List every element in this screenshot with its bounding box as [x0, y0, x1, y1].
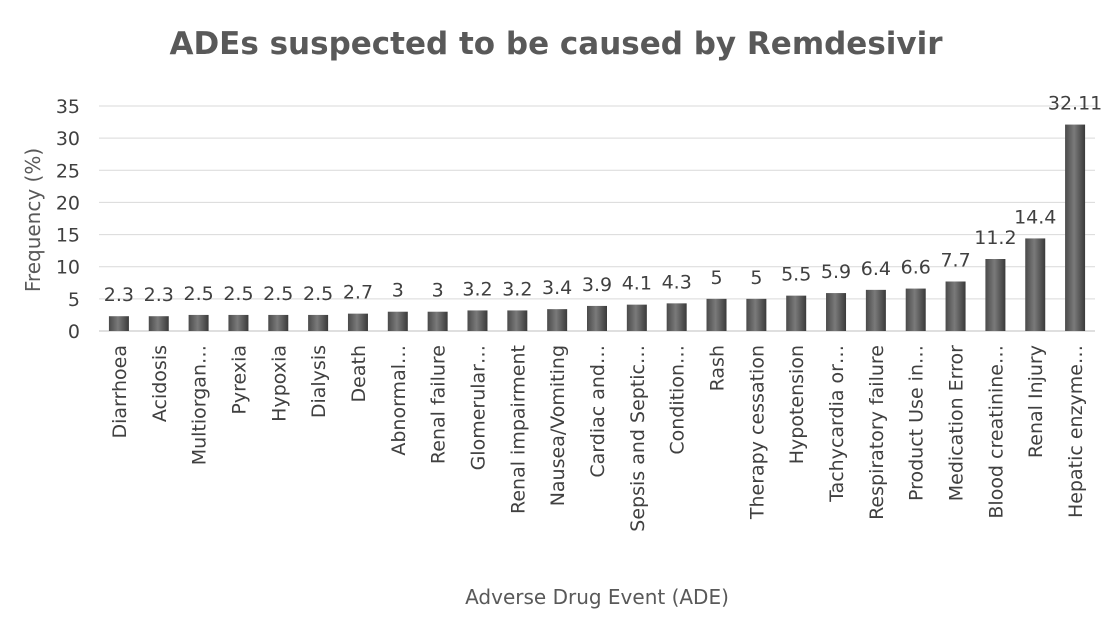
category-label: Pyrexia: [228, 345, 250, 415]
y-tick-label: 0: [68, 321, 80, 343]
data-label: 3.2: [502, 278, 532, 300]
bar: [826, 293, 847, 331]
data-label: 3: [432, 280, 444, 302]
category-label: Abnormal…: [388, 345, 410, 456]
data-label: 2.5: [263, 283, 293, 305]
category-label: Hypotension: [786, 345, 808, 464]
data-label: 6.4: [861, 258, 891, 280]
data-label: 3.9: [582, 274, 612, 296]
bar: [228, 314, 249, 331]
bar: [905, 288, 926, 331]
category-label: Medication Error: [946, 345, 968, 501]
bar: [427, 311, 448, 331]
data-label: 2.5: [303, 283, 333, 305]
y-tick-label: 20: [56, 192, 80, 214]
bar: [308, 314, 329, 331]
category-label: Blood creatinine…: [985, 345, 1007, 519]
x-axis-title: Adverse Drug Event (ADE): [465, 585, 729, 609]
bar: [148, 316, 169, 331]
category-label: Multiorgan…: [189, 345, 211, 465]
category-label: Hypoxia: [268, 345, 290, 422]
y-tick-label: 10: [56, 257, 80, 279]
category-label: Diarrhoea: [109, 345, 131, 439]
category-label: Nausea/Vomiting: [547, 345, 569, 506]
data-label: 5: [750, 267, 762, 289]
y-axis-ticks: 0 5 10 15 20 25 30 35: [56, 96, 80, 343]
bar: [268, 314, 289, 331]
data-labels: 2.3 2.3 2.5 2.5 2.5 2.5 2.7 3 3 3.2 3.2 3.4 3.9 4.1 4.…: [104, 93, 1102, 307]
category-label: Renal impairment: [507, 345, 529, 514]
y-tick-label: 5: [68, 289, 80, 311]
data-label: 2.5: [183, 283, 213, 305]
bar: [746, 298, 767, 331]
bar: [547, 309, 568, 331]
bar: [587, 305, 607, 331]
data-label: 5: [710, 267, 722, 289]
category-label: Acidosis: [149, 345, 171, 422]
category-label: Sepsis and Septic…: [627, 345, 649, 532]
data-label: 2.3: [104, 284, 134, 306]
y-tick-label: 35: [56, 96, 80, 118]
bar: [945, 281, 966, 331]
bar: [666, 303, 687, 331]
category-label: Cardiac and…: [587, 345, 609, 478]
data-label: 5.9: [821, 261, 851, 283]
bar: [507, 310, 528, 331]
bar: [865, 289, 886, 331]
category-label: Dialysis: [308, 345, 330, 418]
data-label: 5.5: [781, 264, 811, 286]
data-label: 6.6: [901, 257, 931, 279]
bars: [108, 124, 1086, 331]
category-label: Tachycardia or…: [826, 345, 848, 503]
bar: [1025, 238, 1046, 331]
y-tick-label: 25: [56, 160, 80, 182]
category-label: Hepatic enzyme…: [1065, 345, 1087, 518]
data-label: 3.2: [462, 278, 492, 300]
bar: [347, 313, 368, 331]
bar: [188, 314, 209, 331]
y-tick-label: 15: [56, 225, 80, 247]
category-label: Rash: [707, 345, 729, 391]
category-label: Glomerular…: [467, 345, 489, 470]
bar: [1065, 124, 1086, 331]
category-label: Death: [348, 345, 370, 402]
data-label: 2.5: [223, 283, 253, 305]
category-label: Renal Injury: [1025, 345, 1047, 458]
category-label: Product Use in…: [906, 345, 928, 501]
data-label: 4.3: [662, 271, 692, 293]
bar: [108, 316, 129, 331]
bar: [985, 259, 1006, 331]
category-label: Condition…: [667, 345, 689, 455]
data-label: 14.4: [1014, 206, 1056, 228]
bar: [387, 311, 408, 331]
bar: [626, 304, 647, 331]
x-axis-categories: Diarrhoea Acidosis Multiorgan… Pyrexia Hypox…: [109, 345, 1087, 532]
y-axis-title: Frequency (%): [21, 148, 45, 292]
data-label: 11.2: [974, 227, 1016, 249]
data-label: 2.3: [144, 284, 174, 306]
data-label: 4.1: [622, 273, 652, 295]
data-label: 3: [392, 280, 404, 302]
category-label: Respiratory failure: [866, 345, 888, 520]
y-tick-label: 30: [56, 128, 80, 150]
bar: [786, 295, 807, 331]
bar: [467, 310, 488, 331]
chart-title: ADEs suspected to be caused by Remdesivi…: [169, 26, 943, 62]
bar: [706, 298, 727, 331]
data-label: 7.7: [940, 250, 970, 272]
category-label: Therapy cessation: [746, 345, 768, 520]
category-label: Renal failure: [428, 345, 450, 464]
gridlines: [99, 105, 1095, 332]
data-label: 3.4: [542, 277, 572, 299]
data-label: 32.11: [1048, 93, 1102, 115]
data-label: 2.7: [343, 282, 373, 304]
